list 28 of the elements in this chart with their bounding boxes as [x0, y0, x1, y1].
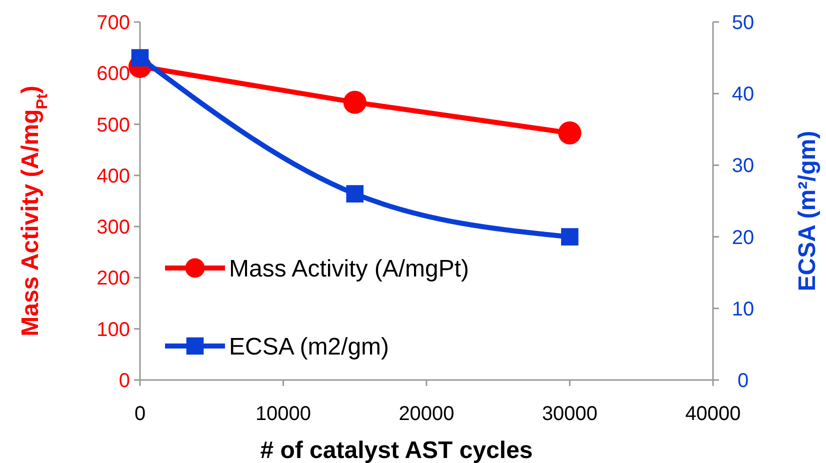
- y-tick-label: 300: [96, 216, 130, 239]
- point: [558, 121, 582, 145]
- x-tick-label: 20000: [398, 403, 454, 425]
- y2-tick-label: 50: [732, 12, 754, 34]
- y-tick-label: 100: [96, 318, 130, 341]
- point: [343, 90, 366, 114]
- x-tick-label: 10000: [255, 403, 312, 425]
- point: [131, 49, 149, 66]
- y-tick-label: 0: [118, 370, 130, 392]
- x-tick-label: 40000: [685, 403, 741, 425]
- y2-tick-label: 20: [732, 226, 754, 249]
- legend-label: ECSA (m2/gm): [229, 333, 390, 360]
- point: [561, 228, 578, 246]
- y2-tick-label: 10: [732, 298, 754, 320]
- x-tick-label: 30000: [542, 403, 598, 425]
- point: [346, 185, 364, 202]
- y2-axis-title: ECSA (m²/gm): [794, 130, 821, 292]
- legend-label: Mass Activity (A/mgPt): [229, 255, 470, 282]
- y2-tick-label: 40: [732, 84, 754, 106]
- y-tick-label: 200: [96, 268, 130, 290]
- x-tick-label: 0: [134, 403, 146, 425]
- y-tick-label: 700: [96, 12, 130, 34]
- y-tick-label: 600: [96, 63, 130, 86]
- y-tick-label: 500: [96, 114, 130, 136]
- y2-tick-label: 0: [737, 370, 749, 392]
- x-axis-title: # of catalyst AST cycles: [260, 437, 533, 463]
- y-tick-label: 400: [96, 165, 130, 188]
- y2-tick-label: 30: [732, 155, 754, 178]
